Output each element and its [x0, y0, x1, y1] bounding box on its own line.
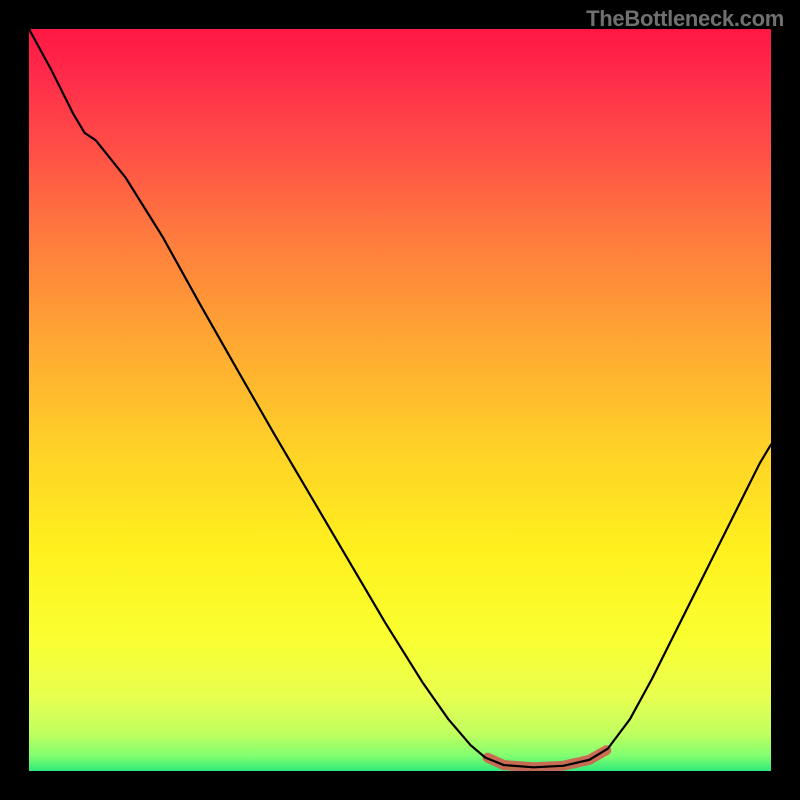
bottleneck-chart: [29, 29, 771, 771]
bottleneck-curve: [29, 29, 771, 767]
curve-layer: [29, 29, 771, 771]
watermark-text: TheBottleneck.com: [586, 6, 784, 32]
